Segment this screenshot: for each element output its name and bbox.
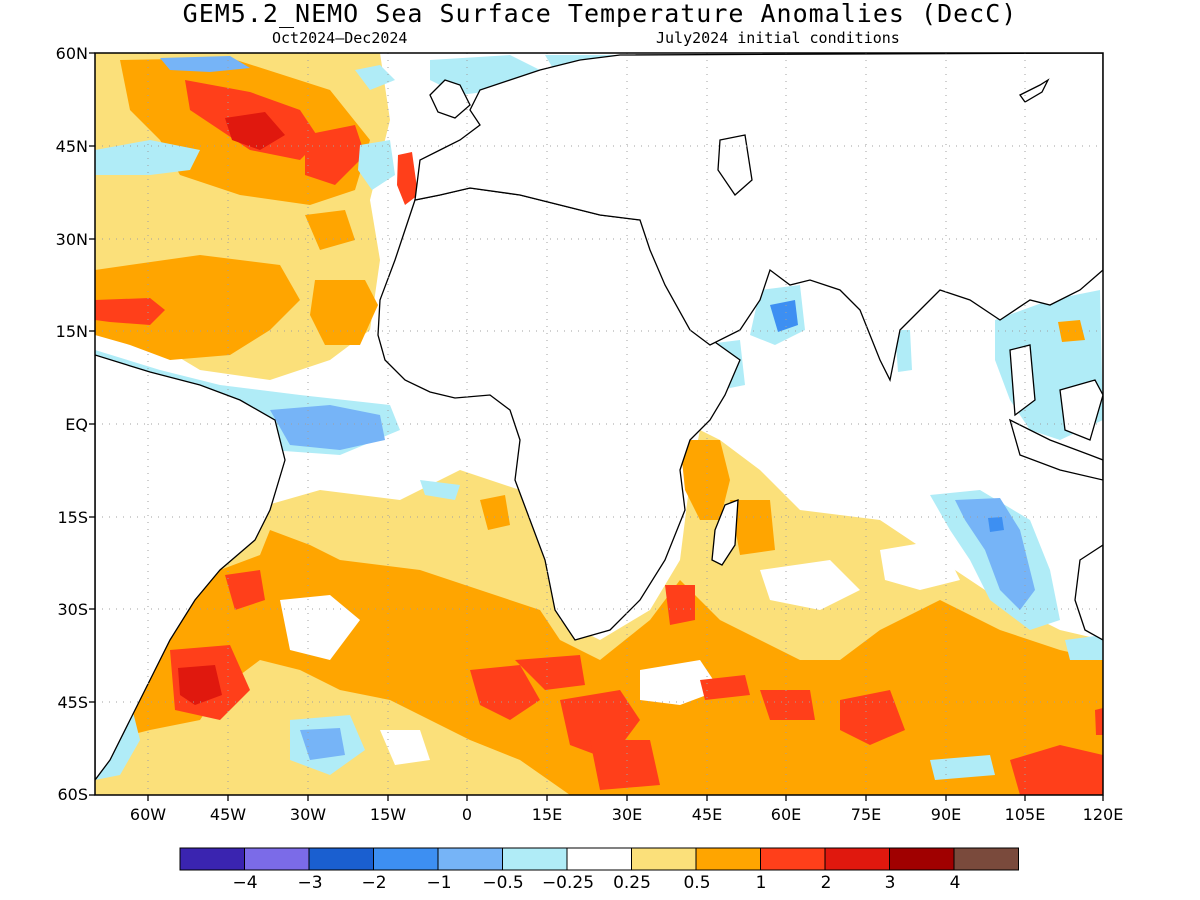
lat-label: 30N	[55, 230, 88, 249]
colorbar-tick-label: 2	[820, 873, 832, 893]
lat-label: 45N	[55, 137, 88, 156]
colorbar-swatch	[308, 847, 374, 871]
colorbar-tick-label: −4	[232, 873, 258, 893]
colorbar-tick-label: −3	[297, 873, 323, 893]
lon-label: 45E	[691, 805, 723, 824]
colorbar-tick-label: 1	[755, 873, 767, 893]
lon-label: 15E	[531, 805, 563, 824]
colorbar-tick-label: −2	[361, 873, 387, 893]
lon-label: 30E	[611, 805, 643, 824]
lon-label: 105E	[1004, 805, 1046, 824]
colorbar-swatch	[566, 847, 632, 871]
lat-label: 45S	[57, 693, 88, 712]
madagascar-outline	[711, 499, 739, 566]
colorbar-swatch	[179, 847, 245, 871]
period-subtitle: Oct2024–Dec2024	[272, 29, 408, 47]
map-gridlines	[95, 53, 1103, 795]
south-america-outline	[95, 354, 286, 782]
lat-label: 60S	[57, 785, 88, 804]
init-subtitle: July2024 initial conditions	[656, 29, 900, 47]
lat-label: 30S	[57, 600, 88, 619]
colorbar-swatch	[760, 847, 826, 871]
map-title: GEM5.2_NEMO Sea Surface Temperature Anom…	[182, 0, 1018, 28]
colorbar-tick-label: 4	[949, 873, 961, 893]
lon-label: 45W	[209, 805, 247, 824]
lon-label: 60W	[129, 805, 167, 824]
colorbar-tick-label: 0.5	[683, 873, 711, 893]
colorbar-swatch	[502, 847, 568, 871]
lat-label: 15N	[55, 322, 88, 341]
colorbar-swatch	[889, 847, 955, 871]
australia-outline	[1074, 544, 1103, 641]
lat-label: 60N	[55, 44, 88, 63]
lon-label: 15W	[369, 805, 407, 824]
lat-label: 15S	[57, 508, 88, 527]
continents	[95, 53, 1103, 782]
colorbar	[179, 847, 1019, 871]
lon-label: 0	[461, 805, 473, 824]
lat-label: EQ	[65, 415, 88, 434]
lon-label: 75E	[850, 805, 882, 824]
colorbar-swatch	[437, 847, 503, 871]
colorbar-swatch	[244, 847, 310, 871]
colorbar-tick-label: −0.5	[482, 873, 524, 893]
colorbar-swatch	[695, 847, 761, 871]
europe-asia-outline	[414, 53, 1103, 382]
colorbar-tick-label: −0.25	[541, 873, 595, 893]
colorbar-tick-label: −1	[426, 873, 452, 893]
colorbar-tick-label: 0.25	[613, 873, 651, 893]
lon-label: 90E	[930, 805, 962, 824]
colorbar-tick-label: 3	[884, 873, 896, 893]
colorbar-swatch	[824, 847, 890, 871]
lon-label: 60E	[770, 805, 802, 824]
colorbar-swatch	[373, 847, 439, 871]
lon-label: 120E	[1082, 805, 1124, 824]
colorbar-swatch	[953, 847, 1019, 871]
colorbar-swatch	[631, 847, 697, 871]
axis-ticks	[89, 52, 1104, 801]
lon-label: 30W	[289, 805, 327, 824]
